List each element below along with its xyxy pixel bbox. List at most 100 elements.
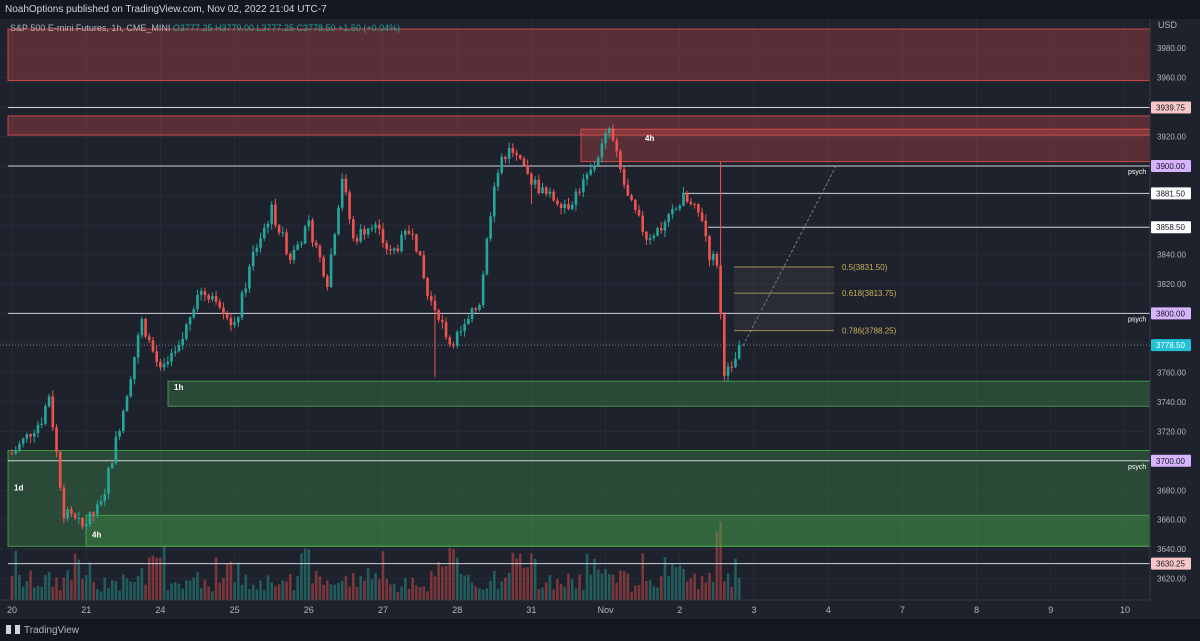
candle-body xyxy=(300,243,303,245)
candle-body xyxy=(441,319,444,323)
publish-header-text: NoahOptions published on TradingView.com… xyxy=(5,4,327,15)
candle-body xyxy=(693,204,696,206)
volume-bar xyxy=(622,571,626,600)
volume-bar xyxy=(611,574,615,600)
volume-bar xyxy=(352,572,355,600)
candle-body xyxy=(463,324,466,332)
volume-bar xyxy=(730,586,734,600)
candle-body xyxy=(637,209,641,216)
volume-bar xyxy=(303,548,307,600)
volume-bar xyxy=(196,572,199,600)
volume-bar xyxy=(296,575,299,600)
volume-bar xyxy=(21,586,25,600)
volume-bar xyxy=(737,577,741,600)
candle-body xyxy=(207,295,210,300)
volume-bar xyxy=(136,576,140,600)
candle-body xyxy=(648,237,652,240)
volume-bar xyxy=(211,591,214,600)
candle-body xyxy=(530,173,533,185)
volume-bar xyxy=(441,566,444,600)
price-tick-label: 3660.00 xyxy=(1157,516,1186,525)
volume-bar xyxy=(288,574,292,600)
volume-bar xyxy=(84,575,88,600)
candle-body xyxy=(107,468,110,494)
volume-bar xyxy=(155,557,158,600)
price-level-label: 3858.50 xyxy=(1156,223,1185,232)
time-tick-label: 10 xyxy=(1120,605,1130,615)
price-tick-label: 3680.00 xyxy=(1157,486,1186,495)
volume-bar xyxy=(240,584,244,600)
volume-bar xyxy=(307,549,311,600)
volume-bar xyxy=(470,582,474,600)
candle-body xyxy=(608,128,611,134)
volume-bar xyxy=(129,581,133,600)
candle-body xyxy=(274,204,277,226)
symbol-name: S&P 500 E-mini Futures, 1h, CME_MINI xyxy=(10,23,171,33)
candle-body xyxy=(129,379,133,397)
candle-body xyxy=(329,254,333,287)
price-chart[interactable]: 4h 1h 1d 4h psych psych psych 0.5(3831.50) 0.6… xyxy=(0,19,1200,619)
price-level-label: 3630.25 xyxy=(1156,560,1185,569)
volume-bar xyxy=(619,570,622,600)
candle-body xyxy=(199,290,203,295)
candle-body xyxy=(708,236,711,261)
last-price-badge xyxy=(1151,339,1191,352)
candle-body xyxy=(311,220,314,243)
candle-body xyxy=(723,314,726,376)
candle-body xyxy=(552,191,555,201)
volume-bar xyxy=(81,578,84,600)
volume-bar xyxy=(585,553,589,600)
candle-body xyxy=(567,204,570,210)
candle-body xyxy=(448,337,452,345)
volume-bar xyxy=(682,569,685,600)
volume-bar xyxy=(526,567,529,600)
price-level-badge xyxy=(1151,454,1191,467)
candle-body xyxy=(737,345,741,359)
candle-body xyxy=(485,238,489,275)
volume-bar xyxy=(485,588,489,600)
zone-timeframe-label: 1d xyxy=(14,483,23,492)
supply-zone xyxy=(7,28,1151,82)
candle-body xyxy=(682,193,685,206)
candle-body xyxy=(556,200,559,205)
volume-bar xyxy=(593,558,596,600)
price-axis[interactable]: 3620.00 3640.00 3660.00 3680.00 3700.00 3720.… xyxy=(1157,44,1186,584)
volume-bar xyxy=(162,546,166,600)
volume-bar xyxy=(166,590,170,600)
volume-bar xyxy=(173,582,177,600)
candle-body xyxy=(47,396,51,407)
candle-body xyxy=(385,243,389,250)
tradingview-brand[interactable]: TradingView xyxy=(6,625,79,636)
volume-bar xyxy=(444,565,448,600)
candle-body xyxy=(125,396,129,412)
candle-body xyxy=(181,338,184,346)
candle-body xyxy=(418,251,422,256)
volume-bar xyxy=(711,581,715,600)
candle-body xyxy=(593,165,596,170)
volume-bar xyxy=(251,584,255,600)
candle-body xyxy=(162,364,166,368)
volume-bar xyxy=(70,580,73,600)
time-axis[interactable]: 20 21 24 25 26 27 28 31 Nov 2 3 4 7 8 9 10 xyxy=(7,605,1130,615)
candlesticks xyxy=(10,124,741,532)
candle-body xyxy=(44,406,47,424)
candle-body xyxy=(537,179,541,194)
candle-body xyxy=(170,352,173,362)
volume-bar xyxy=(192,577,196,600)
candle-body xyxy=(266,223,270,228)
volume-bar xyxy=(285,581,288,600)
volume-bar xyxy=(32,587,36,600)
psych-tag: psych xyxy=(1128,316,1146,323)
candle-body xyxy=(685,193,689,202)
candle-body xyxy=(515,152,518,156)
candle-body xyxy=(656,228,659,236)
candle-body xyxy=(734,358,737,368)
candle-body xyxy=(697,204,700,213)
candle-body xyxy=(426,277,429,297)
candle-body xyxy=(192,309,196,318)
candle-body xyxy=(166,361,170,365)
volume-bar xyxy=(281,580,285,600)
volume-bar xyxy=(596,569,600,600)
candle-body xyxy=(366,228,370,235)
candle-body xyxy=(674,208,678,210)
